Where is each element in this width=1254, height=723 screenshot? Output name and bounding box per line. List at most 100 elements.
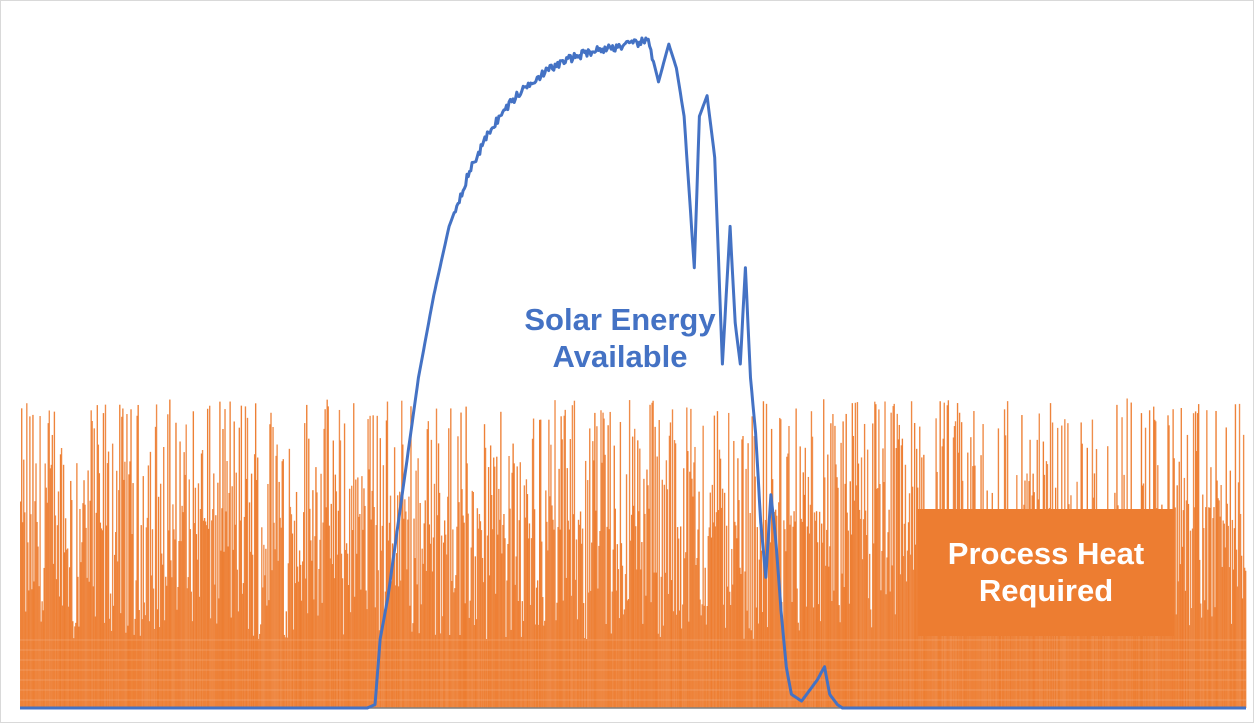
process-heat-bar (219, 401, 221, 708)
process-heat-bar (464, 603, 466, 708)
process-heat-bar (155, 404, 158, 708)
process-heat-bar (881, 550, 883, 708)
process-heat-bar (677, 538, 680, 708)
process-heat-bar (891, 565, 893, 708)
process-heat-bar (705, 624, 707, 708)
process-heat-bar (425, 570, 427, 708)
process-heat-bar (200, 453, 203, 708)
process-heat-bar (541, 541, 543, 708)
process-heat-bar (438, 492, 441, 708)
process-heat-bar (753, 436, 755, 708)
process-heat-bar (873, 543, 875, 708)
process-heat-bar (914, 544, 917, 708)
process-heat-bar (657, 633, 659, 708)
process-heat-bar (554, 400, 556, 708)
process-heat-bar (1184, 590, 1187, 708)
process-heat-bar (723, 492, 726, 708)
process-heat-bar (96, 405, 98, 708)
process-heat-bar (509, 508, 511, 708)
process-heat-bar (544, 620, 546, 708)
process-heat-bar (963, 570, 965, 708)
process-heat-bar (1225, 427, 1227, 708)
process-heat-bar (153, 628, 156, 708)
process-heat-bar (599, 531, 601, 708)
process-heat-bar (641, 542, 643, 708)
process-heat-bar (109, 593, 112, 708)
process-heat-bar (373, 507, 375, 708)
process-heat-bar (317, 615, 319, 708)
process-heat-bar (103, 622, 106, 708)
process-heat-bar (523, 485, 526, 708)
process-heat-bar (571, 405, 574, 708)
process-heat-bar (1195, 451, 1198, 708)
process-heat-bar (395, 553, 398, 708)
process-heat-bar (940, 608, 942, 708)
process-heat-bar (345, 543, 348, 708)
process-heat-bar (248, 502, 251, 708)
process-heat-bar (564, 409, 566, 708)
process-heat-bar (690, 408, 692, 708)
process-heat-bar (852, 435, 855, 708)
process-heat-bar (300, 600, 303, 708)
process-heat-bar (812, 607, 815, 708)
process-heat-bar (1118, 579, 1120, 708)
process-heat-bar (675, 614, 678, 708)
process-heat-bar (385, 420, 388, 708)
process-heat-bar (751, 416, 753, 708)
process-heat-bar (32, 414, 34, 708)
process-heat-bar (20, 501, 22, 708)
process-heat-bar (582, 603, 585, 708)
process-heat-bar (598, 545, 600, 708)
process-heat-bar (320, 473, 322, 708)
process-heat-bar (331, 564, 333, 708)
process-heat-bar (507, 543, 509, 708)
process-heat-bar (289, 506, 292, 708)
process-heat-bar (715, 512, 718, 708)
process-heat-bar (827, 454, 829, 708)
process-heat-bar (759, 524, 762, 708)
process-heat-bar (256, 480, 258, 708)
process-heat-bar (297, 581, 300, 708)
process-heat-bar (810, 411, 813, 708)
process-heat-bar (1137, 583, 1140, 708)
process-heat-bar (602, 412, 604, 708)
process-heat-bar (1018, 618, 1020, 708)
process-heat-bar (917, 487, 919, 708)
process-heat-bar (1193, 507, 1196, 708)
process-heat-bar (465, 406, 467, 708)
process-heat-bar (837, 487, 839, 708)
process-heat-bar (874, 401, 876, 708)
process-heat-bar (477, 528, 480, 708)
process-heat-bar (136, 415, 138, 708)
process-heat-bar (394, 585, 397, 708)
process-heat-bar (194, 487, 197, 708)
process-heat-bar (342, 634, 345, 708)
process-heat-bar (1147, 623, 1150, 708)
process-heat-bar (718, 449, 721, 708)
process-heat-bar (120, 613, 122, 708)
process-heat-bar (69, 567, 71, 708)
process-heat-bar (944, 568, 946, 708)
process-heat-bar (713, 415, 716, 708)
process-heat-bar (70, 480, 72, 708)
process-heat-bar (156, 609, 159, 708)
process-heat-bar (595, 510, 597, 708)
process-heat-bar (44, 463, 46, 708)
process-heat-bar (337, 510, 340, 708)
process-heat-bar (308, 438, 310, 708)
process-heat-bar (710, 537, 713, 708)
process-heat-bar (122, 408, 124, 708)
process-heat-bar (861, 559, 864, 708)
process-heat-bar (325, 507, 327, 708)
process-heat-bar (586, 639, 588, 708)
process-heat-bar (900, 445, 903, 708)
process-heat-bar (1099, 575, 1102, 708)
process-heat-bar (329, 558, 331, 708)
process-heat-bar (1106, 598, 1108, 708)
process-heat-bar (56, 525, 59, 708)
process-heat-bar (797, 622, 799, 708)
process-heat-bar (404, 499, 406, 708)
process-heat-bar (752, 638, 754, 708)
process-heat-bar (791, 601, 793, 708)
process-heat-bar (587, 480, 589, 708)
